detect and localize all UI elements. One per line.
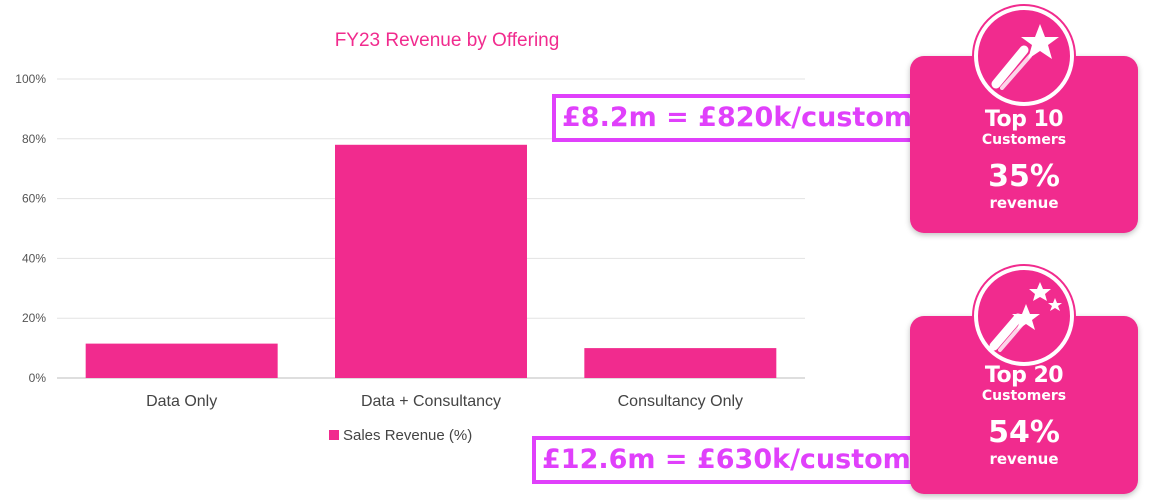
top10-revenue-label: revenue <box>989 194 1059 212</box>
y-axis: 0% 20% 40% 60% 80% 100% <box>15 72 46 385</box>
bar-series <box>85 144 777 378</box>
bottom-customer-callout: £12.6m = £630k/customer <box>532 436 953 484</box>
shooting-star-icon <box>974 6 1074 106</box>
legend-swatch <box>329 430 339 440</box>
x-tick-label: Data Only <box>146 393 217 410</box>
top10-card: Top 10 Customers 35% revenue <box>910 6 1138 233</box>
bar-data-only <box>85 343 278 378</box>
x-tick-label: Data + Consultancy <box>361 393 501 410</box>
bar-data-consultancy <box>335 144 527 378</box>
top20-subtitle: Customers <box>981 388 1067 404</box>
x-axis: Data Only Data + Consultancy Consultancy O… <box>146 393 743 410</box>
y-tick-label: 40% <box>22 251 46 265</box>
x-tick-label: Consultancy Only <box>618 393 743 410</box>
y-tick-label: 0% <box>29 371 47 385</box>
y-tick-label: 20% <box>22 311 46 325</box>
top10-subtitle: Customers <box>981 132 1067 148</box>
chart-title: FY23 Revenue by Offering <box>335 30 560 51</box>
top10-title: Top 10 <box>984 107 1064 132</box>
shooting-stars-icon <box>974 266 1074 366</box>
y-tick-label: 80% <box>22 132 46 146</box>
top-customer-callout: £8.2m = £820k/customer <box>552 94 954 142</box>
top20-revenue-label: revenue <box>989 450 1059 468</box>
bar-consultancy-only <box>584 348 777 378</box>
top20-percentage: 54% <box>988 415 1060 450</box>
top10-percentage: 35% <box>988 159 1060 194</box>
top20-card: Top 20 Customers 54% revenue <box>910 266 1138 494</box>
top20-title: Top 20 <box>984 363 1064 388</box>
y-tick-label: 60% <box>22 192 46 206</box>
chart-legend: Sales Revenue (%) <box>329 427 472 444</box>
y-tick-label: 100% <box>15 72 46 86</box>
legend-label: Sales Revenue (%) <box>343 427 472 444</box>
bar-chart: FY23 Revenue by Offering 0% 20% 40% 60% 80% 1… <box>15 30 805 444</box>
